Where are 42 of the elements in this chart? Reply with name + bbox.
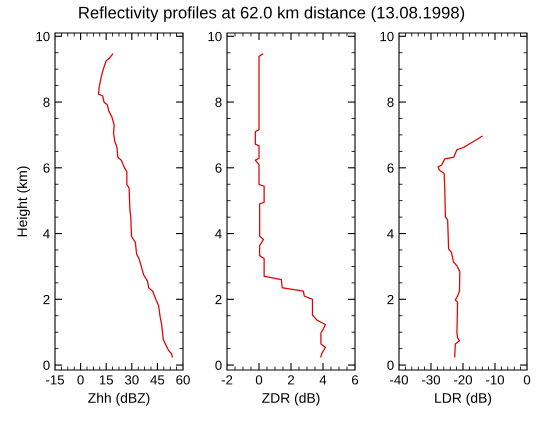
- y-tick-label: 4: [387, 229, 394, 238]
- x-tick-label: -20: [454, 375, 472, 385]
- x-axis-title: Zhh (dBZ): [88, 392, 150, 406]
- y-tick-label: 10: [36, 32, 50, 42]
- x-tick-label: -15: [46, 375, 64, 385]
- x-tick-label: -40: [390, 375, 408, 385]
- x-tick-label: 0: [77, 375, 84, 385]
- line-series: [437, 136, 483, 358]
- y-axis-title: Height (km): [16, 166, 30, 236]
- y-tick-label: 2: [43, 294, 50, 304]
- x-tick-label: 15: [100, 375, 113, 385]
- line-series: [98, 53, 173, 358]
- line-series: [254, 53, 326, 358]
- y-tick-label: 6: [43, 163, 50, 173]
- y-tick-label: 4: [215, 229, 222, 238]
- x-tick-label: 60: [176, 375, 190, 385]
- y-tick-label: 6: [215, 163, 222, 173]
- x-tick-label: 0: [256, 375, 262, 385]
- y-tick-label: 8: [387, 98, 394, 107]
- x-tick-label: -2: [222, 375, 232, 384]
- y-tick-label: 0: [387, 360, 394, 370]
- x-tick-label: 2: [288, 375, 294, 384]
- y-tick-label: 2: [215, 294, 222, 304]
- x-tick-label: -10: [486, 375, 504, 385]
- x-tick-label: -30: [422, 375, 440, 385]
- x-axis-title: LDR (dB): [435, 392, 492, 406]
- y-tick-label: 8: [215, 98, 222, 107]
- text: Reflectivity profiles at 62.0 km distance (13.08.1998): [79, 6, 464, 22]
- y-tick-label: 0: [215, 360, 222, 370]
- x-tick-label: 4: [320, 375, 326, 384]
- x-tick-label: 45: [150, 375, 164, 385]
- x-tick-label: 30: [124, 375, 139, 385]
- y-tick-label: 0: [43, 360, 50, 370]
- y-tick-label: 8: [43, 98, 50, 107]
- y-tick-label: 4: [43, 229, 50, 238]
- x-tick-label: 0: [524, 375, 530, 385]
- y-tick-label: 10: [380, 32, 394, 42]
- y-tick-label: 10: [208, 32, 222, 42]
- x-axis-title: ZDR (dB): [262, 392, 320, 406]
- x-tick-label: 6: [352, 375, 358, 385]
- y-tick-label: 2: [387, 294, 394, 304]
- y-tick-label: 6: [387, 163, 394, 173]
